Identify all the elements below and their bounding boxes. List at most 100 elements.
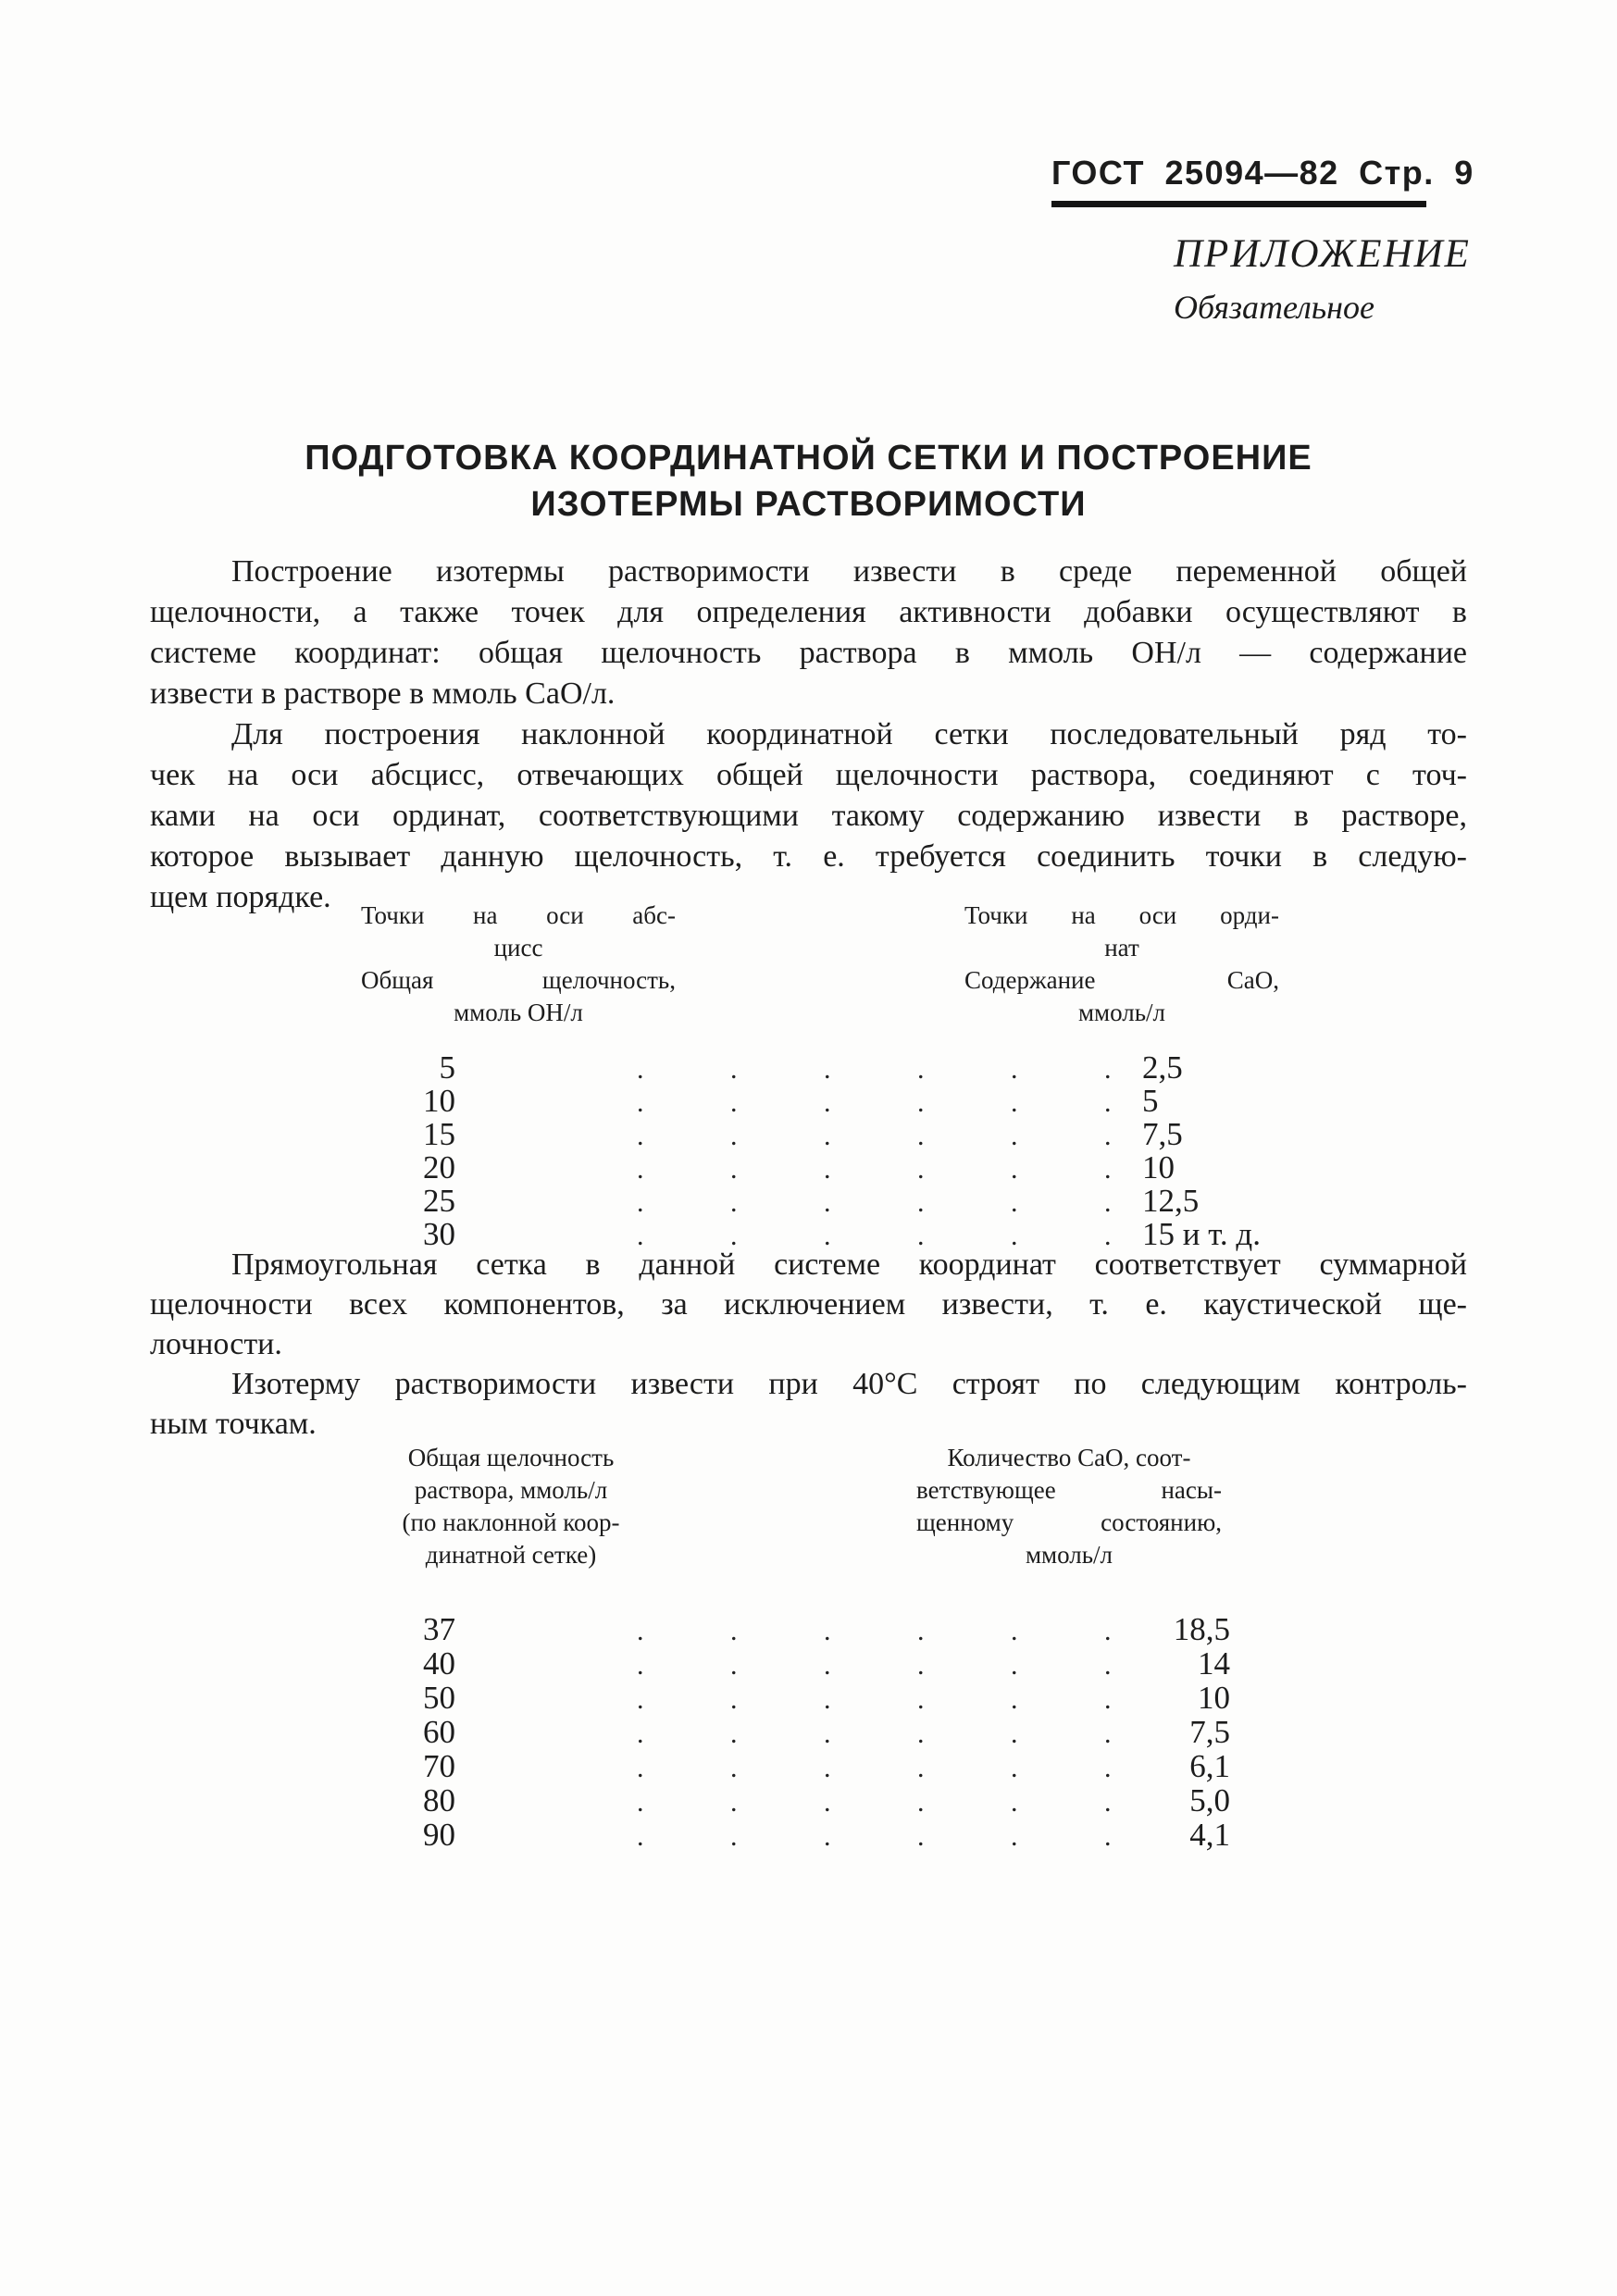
text-line: Изотерму растворимости извести при 40°С … [231,1367,1467,1401]
paragraph-2: Для построения наклонной координатной се… [150,714,1467,918]
text-line: которое вызывает данную щелочность, т. е… [150,839,1467,874]
cell-alkalinity: 50 [423,1680,455,1716]
header-line: ммоль ОН/л [454,999,583,1026]
table-rows: 37 . . . . . . 18,5 40 . . . . . . 14 50… [150,1612,1467,1852]
header-line: Общая щелочность, [361,966,676,994]
cell-cao: 7,5 [1189,1714,1230,1750]
header-line: Количество СаО, соот- [947,1444,1191,1471]
title-line-1: ПОДГОТОВКА КООРДИНАТНОЙ СЕТКИ И ПОСТРОЕН… [305,439,1312,478]
table-row: 50 . . . . . . 10 [150,1681,1467,1715]
table-row: 60 . . . . . . 7,5 [150,1715,1467,1749]
text-line: ками на оси ординат, соответствующими та… [150,799,1467,833]
column-header-ordinate: Точки на оси орди- нат Содержание СаО, м… [964,900,1279,1029]
cell-cao: 6,1 [1189,1748,1230,1784]
cell-alkalinity: 70 [423,1748,455,1784]
text-line: Прямоугольная сетка в данной системе коо… [231,1247,1467,1282]
table-row: 15 . . . . . . 7,5 [150,1116,1467,1152]
paragraph-3: Прямоугольная сетка в данной системе коо… [150,1245,1467,1364]
table-header: Общая щелочность раствора, ммоль/л (по н… [150,1442,1467,1571]
dot-leader: . . . . . . [637,1650,1112,1681]
table-row: 90 . . . . . . 4,1 [150,1818,1467,1852]
dot-leader: . . . . . . [637,1221,1112,1251]
document-title: ПОДГОТОВКА КООРДИНАТНОЙ СЕТКИ И ПОСТРОЕН… [150,435,1467,527]
cell-cao: 7,5 [1142,1116,1183,1152]
middle-paragraphs: Прямоугольная сетка в данной системе коо… [150,1245,1467,1444]
appendix-block: ПРИЛОЖЕНИЕ Обязательное [1174,231,1471,327]
dot-leader: . . . . . . [637,1684,1112,1715]
cell-alkalinity: 5 [439,1049,456,1086]
cell-cao: 14 [1198,1645,1230,1682]
cell-cao: 5 [1142,1083,1159,1119]
dot-leader: . . . . . . [637,1753,1112,1783]
cell-cao: 18,5 [1173,1611,1230,1647]
header-line: цисс [493,934,543,962]
text-line: Для построения наклонной координатной се… [231,717,1467,751]
table-isotherm-control-points: Общая щелочность раствора, ммоль/л (по н… [150,1442,1467,1852]
cell-alkalinity: 25 [423,1183,455,1219]
header-line: Содержание СаО, [964,966,1279,994]
header-line: ветствующее насы- [916,1476,1222,1504]
appendix-title: ПРИЛОЖЕНИЕ [1174,232,1471,276]
table-row: 70 . . . . . . 6,1 [150,1749,1467,1783]
column-header-abscissa: Точки на оси абс- цисс Общая щелочность,… [361,900,676,1029]
header-line: щенному состоянию, [916,1508,1222,1536]
page-header: ГОСТ 25094—82 Стр. 9 [1051,154,1474,207]
header-line: нат [1104,934,1139,962]
dot-leader: . . . . . . [637,1087,1112,1118]
table-rows: 5 . . . . . . 2,5 10 . . . . . . 5 15 . … [150,1049,1467,1252]
table-row: 10 . . . . . . 5 [150,1083,1467,1119]
cell-cao: 10 [1198,1680,1230,1716]
header-line: раствора, ммоль/л [414,1476,608,1504]
dot-leader: . . . . . . [637,1719,1112,1749]
appendix-subtitle: Обязательное [1174,289,1374,326]
table-row: 20 . . . . . . 10 [150,1151,1467,1185]
text-line: щем порядке. [150,880,331,914]
cell-alkalinity: 30 [423,1216,455,1252]
text-line: щелочности, а также точек для определени… [150,595,1467,629]
title-line-2: ИЗОТЕРМЫ РАСТВОРИМОСТИ [530,485,1087,524]
table-row: 5 . . . . . . 2,5 [150,1049,1467,1086]
table-header: Точки на оси абс- цисс Общая щелочность,… [150,900,1467,1029]
header-rule [1051,201,1426,207]
paragraph-1: Построение изотермы растворимости извест… [150,552,1467,714]
header-line: (по наклонной коор- [402,1508,620,1536]
header-line: динатной сетке) [425,1541,597,1569]
dot-leader: . . . . . . [637,1054,1112,1085]
table-row: 80 . . . . . . 5,0 [150,1783,1467,1818]
column-header-total-alkalinity: Общая щелочность раствора, ммоль/л (по н… [372,1442,650,1571]
cell-cao: 5,0 [1189,1782,1230,1818]
cell-cao: 10 [1142,1149,1175,1185]
standard-number-and-page: ГОСТ 25094—82 Стр. 9 [1051,154,1474,192]
table-connection-points: Точки на оси абс- цисс Общая щелочность,… [150,900,1467,1251]
cell-alkalinity: 80 [423,1782,455,1818]
cell-alkalinity: 60 [423,1714,455,1750]
table-row: 30 . . . . . . 15 и т. д. [150,1216,1467,1252]
cell-alkalinity: 37 [423,1611,455,1647]
header-line: Точки на оси абс- [361,901,676,929]
paragraph-4: Изотерму растворимости извести при 40°С … [150,1364,1467,1444]
header-line: Точки на оси орди- [964,901,1279,929]
table-row: 25 . . . . . . 12,5 [150,1183,1467,1219]
intro-paragraphs: Построение изотермы растворимости извест… [150,552,1467,918]
cell-cao: 15 и т. д. [1142,1216,1261,1252]
header-line: Общая щелочность [407,1444,615,1471]
text-line: щелочности всех компонентов, за исключен… [150,1287,1467,1322]
dot-leader: . . . . . . [637,1121,1112,1151]
column-header-cao-amount: Количество СаО, соот- ветствующее насы- … [916,1442,1222,1571]
cell-cao: 4,1 [1189,1817,1230,1853]
cell-alkalinity: 40 [423,1645,455,1682]
dot-leader: . . . . . . [637,1154,1112,1185]
text-line: извести в растворе в ммоль СаО/л. [150,676,616,711]
dot-leader: . . . . . . [637,1821,1112,1852]
cell-cao: 2,5 [1142,1049,1183,1086]
header-line: ммоль/л [1025,1541,1113,1569]
text-line: Построение изотермы растворимости извест… [231,554,1467,589]
table-row: 40 . . . . . . 14 [150,1646,1467,1681]
dot-leader: . . . . . . [637,1187,1112,1218]
dot-leader: . . . . . . [637,1787,1112,1818]
text-line: системе координат: общая щелочность раст… [150,636,1467,670]
table-row: 37 . . . . . . 18,5 [150,1612,1467,1646]
cell-alkalinity: 20 [423,1149,455,1185]
cell-alkalinity: 90 [423,1817,455,1853]
